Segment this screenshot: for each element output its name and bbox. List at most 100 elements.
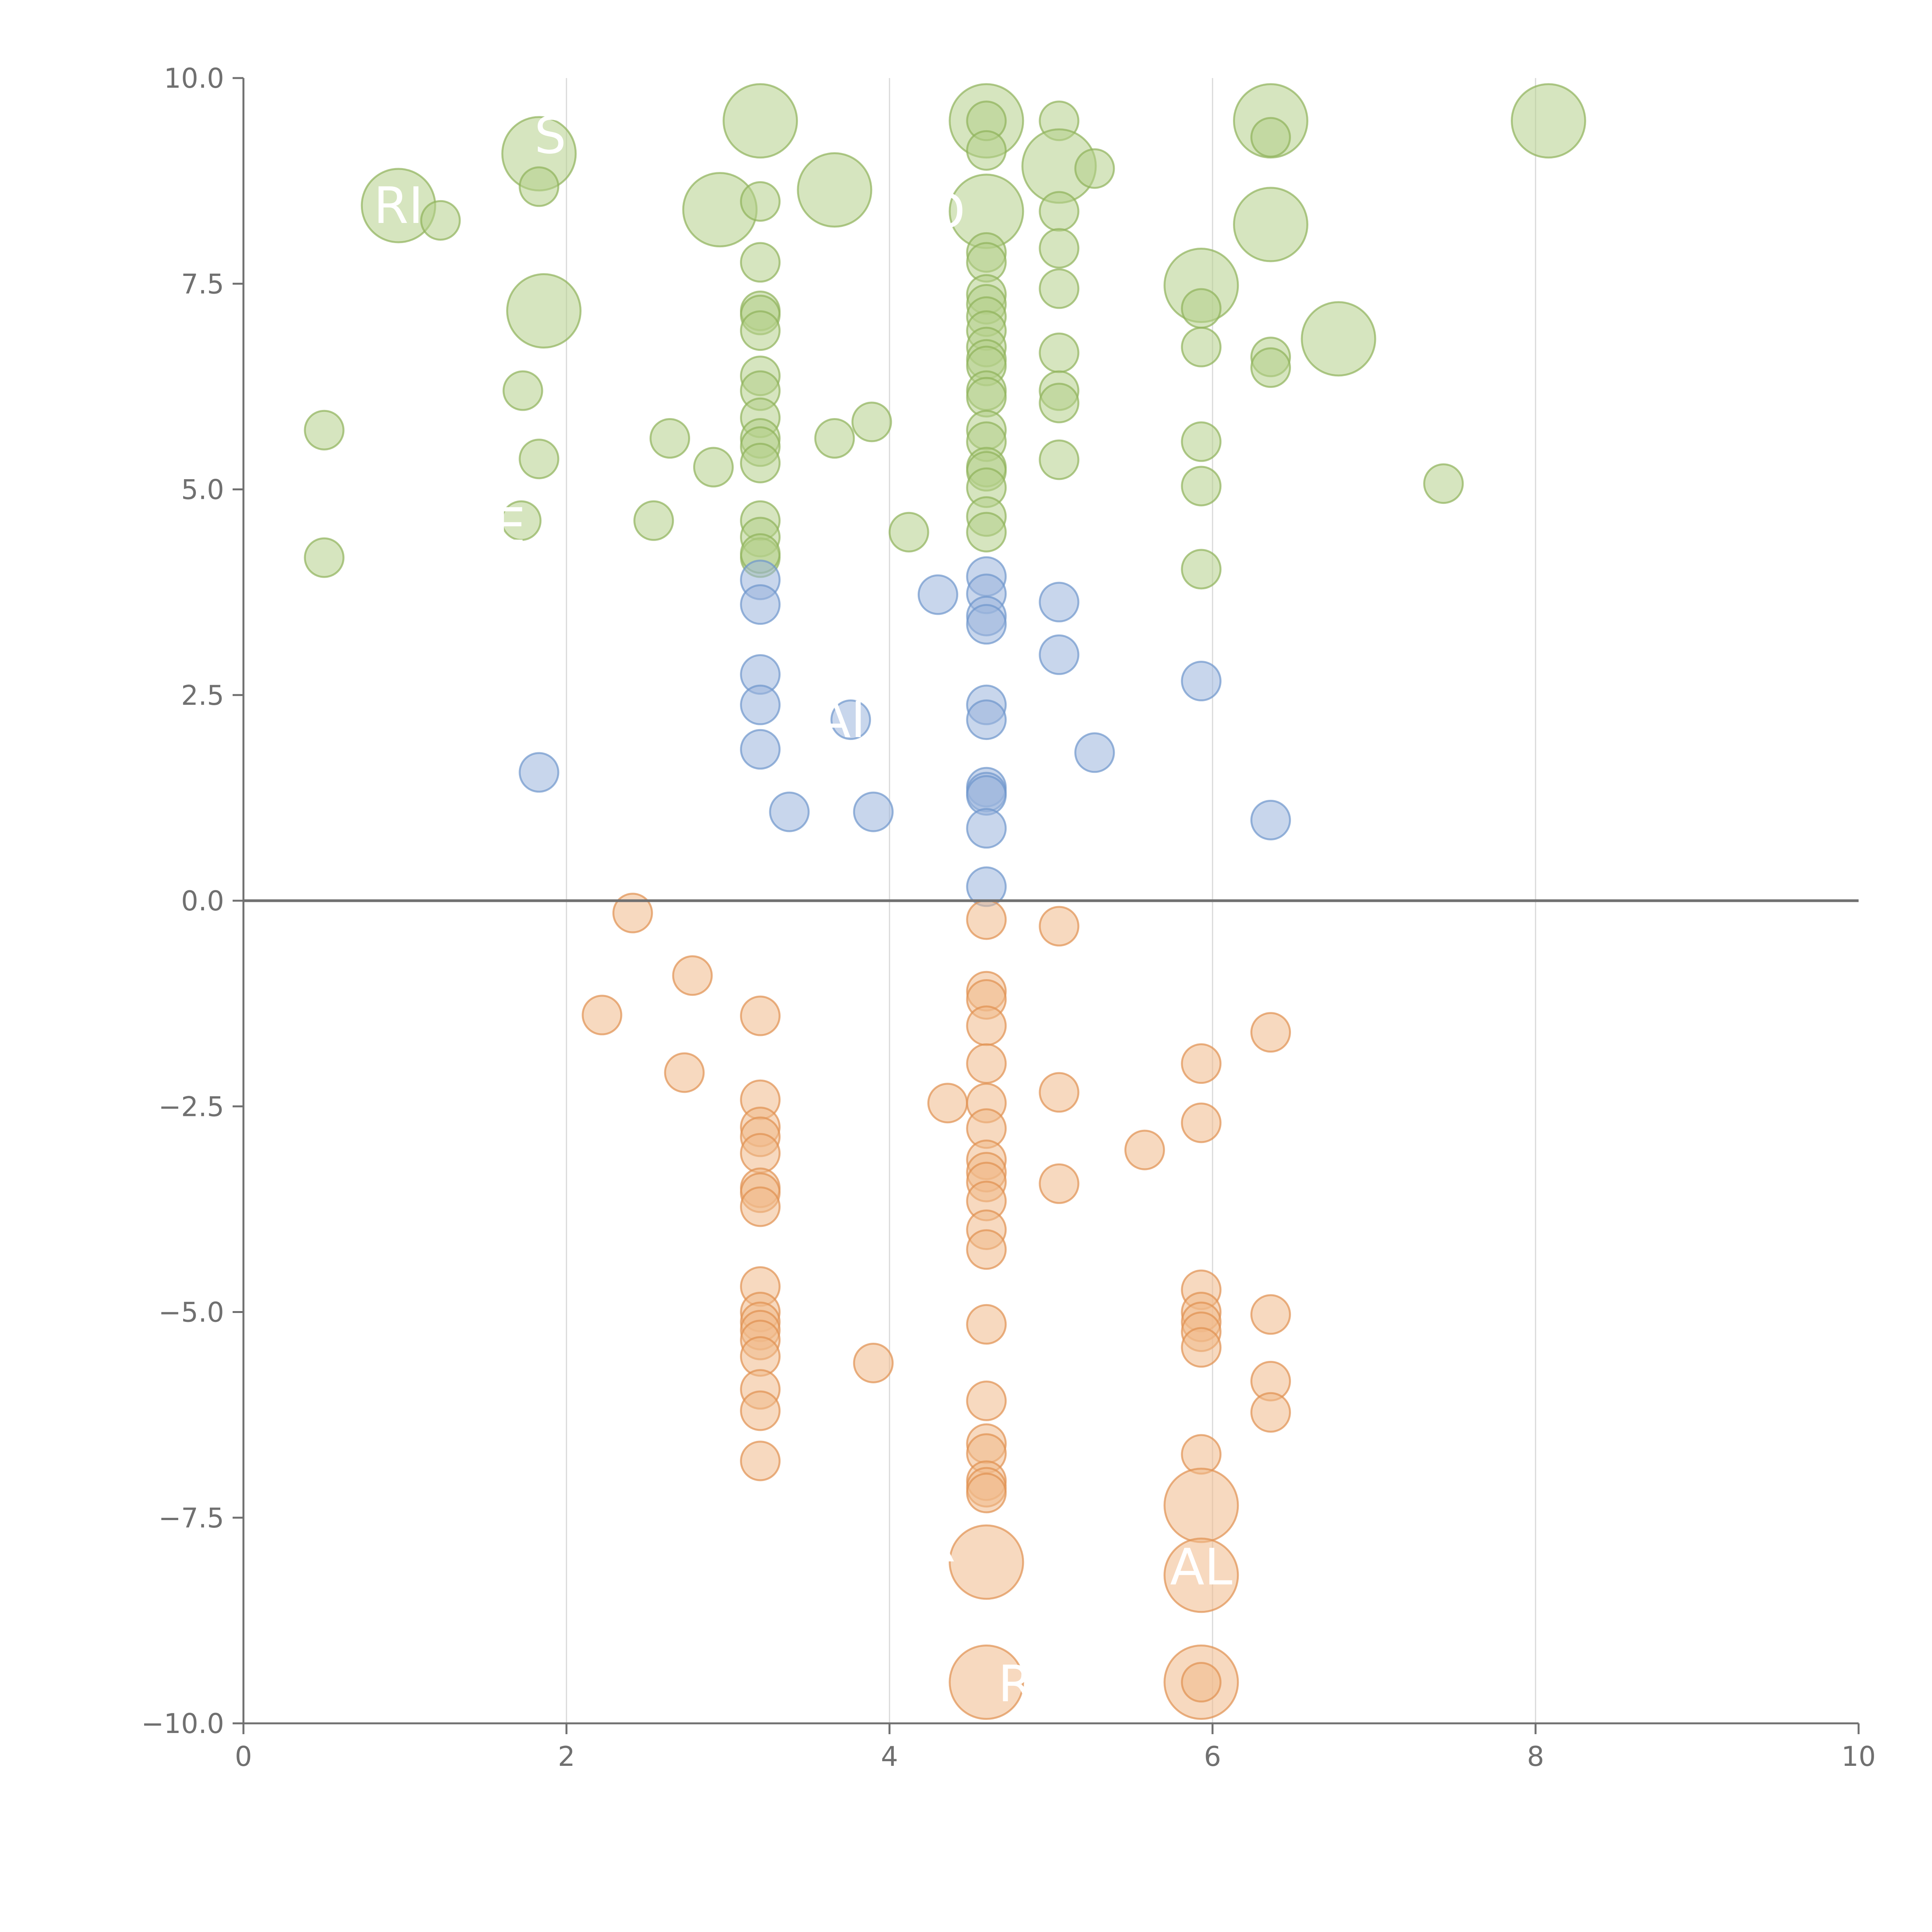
point-label: E [494, 497, 526, 556]
green-data-point [506, 273, 582, 349]
green-data-point [740, 442, 781, 483]
orange-data-point [1181, 1043, 1222, 1084]
blue-data-point [1039, 582, 1080, 622]
orange-data-point [1181, 1662, 1222, 1703]
green-data-point [1039, 439, 1080, 480]
green-data-point [501, 500, 542, 541]
green-data-point [1233, 187, 1308, 262]
orange-data-point [966, 1229, 1007, 1270]
orange-data-point [853, 1342, 894, 1383]
blue-data-point [1039, 634, 1080, 675]
blue-data-point [966, 699, 1007, 740]
orange-data-point [927, 1083, 968, 1124]
orange-data-point [1163, 1537, 1239, 1613]
blue-data-point [1181, 661, 1222, 702]
y-tick-label: 0.0 [181, 885, 224, 917]
x-tick-label: 4 [881, 1741, 898, 1772]
orange-data-point [1039, 906, 1080, 947]
green-data-point [888, 512, 929, 553]
point-label: R [998, 1655, 1033, 1713]
orange-data-point [949, 1524, 1024, 1600]
x-tick-label: 0 [235, 1741, 252, 1772]
orange-data-point [949, 1645, 1024, 1720]
blue-data-point [1074, 732, 1115, 773]
point-label: R [920, 1515, 955, 1573]
green-data-point [1181, 466, 1222, 507]
x-tick-label: 6 [1204, 1741, 1221, 1772]
orange-data-point [664, 1052, 705, 1093]
x-tick-label: 8 [1527, 1741, 1544, 1772]
point-label: AL [1170, 1537, 1232, 1596]
orange-data-point [966, 1005, 1007, 1046]
green-data-point [633, 500, 674, 541]
data-points [304, 83, 1586, 1720]
orange-data-point [966, 1043, 1007, 1084]
orange-data-point [740, 1390, 781, 1431]
blue-data-point [1250, 799, 1291, 840]
green-data-point [304, 410, 345, 451]
green-data-point [851, 401, 892, 442]
orange-data-point [966, 1380, 1007, 1421]
blue-data-point [769, 791, 810, 832]
blue-data-point [966, 604, 1007, 645]
orange-data-point [582, 995, 622, 1036]
orange-data-point [966, 1304, 1007, 1345]
x-axis-ticks: 0 2 4 6 8 10 [235, 1723, 1876, 1772]
green-data-point [797, 152, 872, 228]
blue-data-point [740, 684, 781, 725]
point-label: D [927, 182, 965, 241]
green-data-point [966, 512, 1007, 553]
green-data-point [740, 242, 781, 283]
green-data-point [1039, 383, 1080, 423]
green-data-point [1039, 191, 1080, 232]
green-data-point [1423, 463, 1464, 504]
green-data-point [1250, 117, 1291, 158]
y-tick-label: −2.5 [158, 1091, 224, 1122]
green-data-point [1301, 301, 1376, 377]
green-data-point [1510, 83, 1586, 159]
orange-data-point [612, 893, 653, 934]
orange-data-point [1250, 1392, 1291, 1433]
orange-data-point [1181, 1327, 1222, 1368]
green-data-point [304, 537, 345, 578]
orange-data-point [1250, 1294, 1291, 1335]
green-data-point [1181, 421, 1222, 462]
green-data-point [650, 418, 690, 459]
blue-data-point [740, 584, 781, 625]
y-tick-label: 2.5 [181, 680, 224, 711]
y-tick-label: 5.0 [181, 474, 224, 506]
green-data-point [1250, 347, 1291, 388]
y-tick-label: −10.0 [141, 1708, 224, 1740]
orange-data-point [740, 1440, 781, 1481]
blue-data-point [966, 808, 1007, 849]
orange-data-point [672, 955, 713, 996]
green-data-point [740, 310, 781, 351]
green-data-point [1039, 228, 1080, 269]
y-tick-label: −7.5 [158, 1502, 224, 1534]
point-labels: RI S D E AI R AL R [374, 106, 1232, 1713]
point-label: RI [374, 176, 423, 235]
green-data-point [1074, 148, 1115, 189]
green-data-point [814, 418, 855, 459]
blue-data-point [830, 699, 871, 740]
y-axis-ticks: 10.0 7.5 5.0 2.5 0.0 −2.5 −5.0 −7.5 −10.0 [141, 63, 243, 1740]
green-data-point [1181, 288, 1222, 329]
x-tick-label: 2 [558, 1741, 575, 1772]
orange-data-point [1039, 1163, 1080, 1204]
orange-data-point [1039, 1072, 1080, 1113]
green-data-point [1039, 332, 1080, 373]
green-data-point [420, 200, 461, 241]
orange-data-point [740, 1133, 781, 1174]
point-label: AI [816, 690, 866, 749]
green-data-point [519, 166, 560, 207]
green-data-point [740, 181, 781, 222]
green-data-point [693, 447, 734, 488]
x-tick-label: 10 [1841, 1741, 1876, 1772]
blue-data-point [853, 791, 894, 832]
orange-data-point [1181, 1102, 1222, 1143]
orange-data-point [740, 995, 781, 1036]
point-label: S [534, 106, 566, 165]
orange-data-point [966, 1473, 1007, 1514]
orange-data-point [1250, 1012, 1291, 1053]
